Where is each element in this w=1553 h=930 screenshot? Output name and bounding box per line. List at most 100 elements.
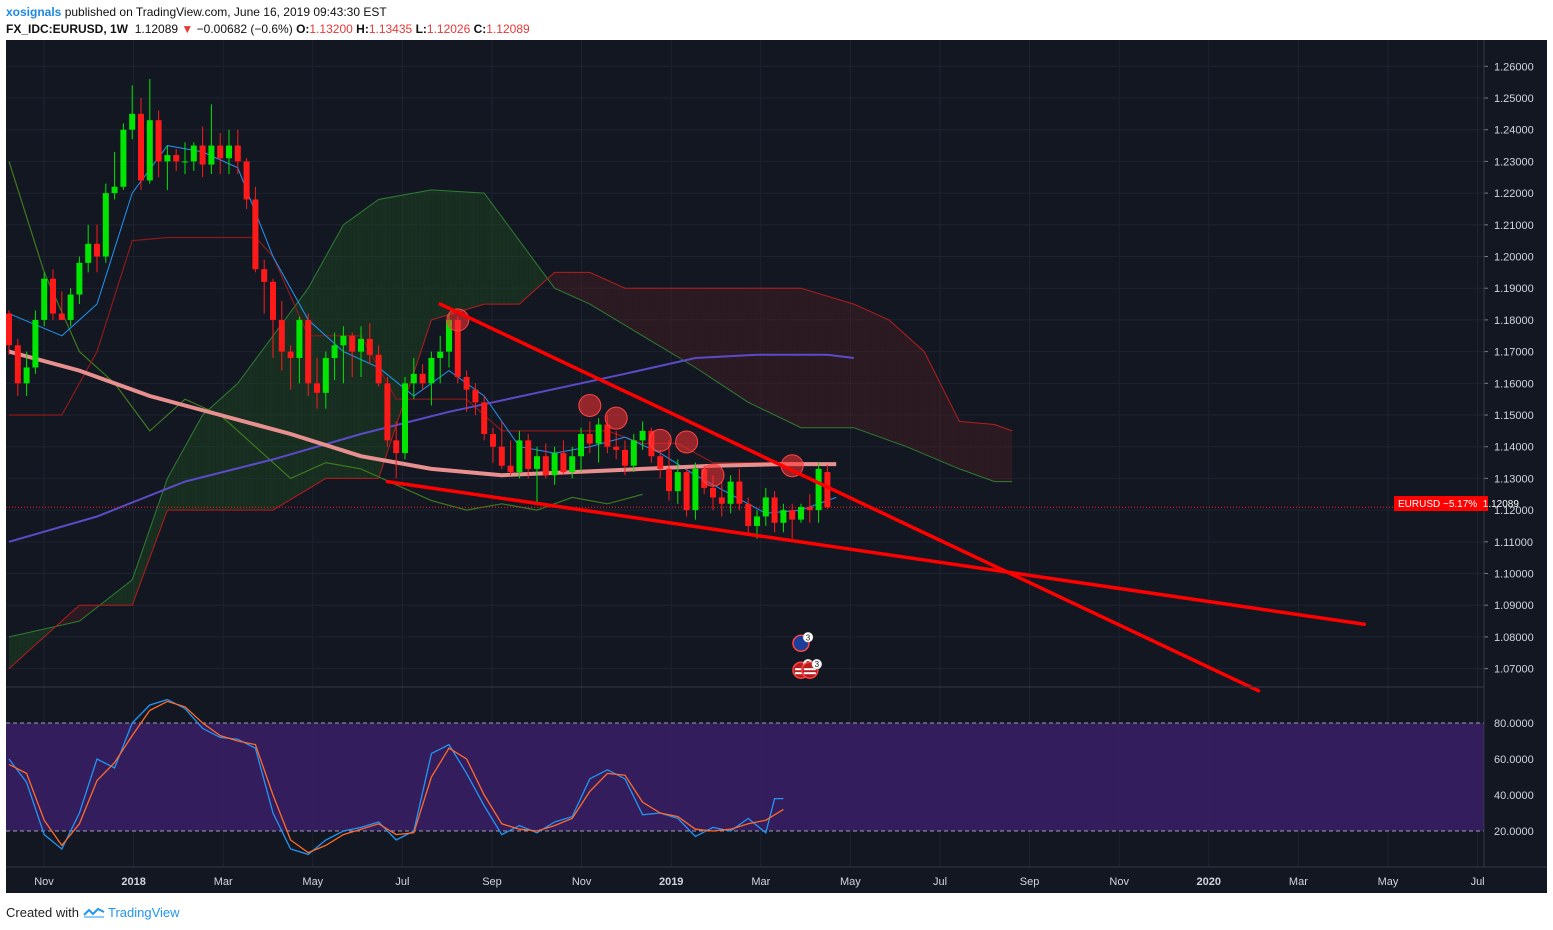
cloud-segment: [506, 222, 511, 305]
cloud-segment: [493, 204, 498, 305]
cloud-segment: [603, 278, 608, 315]
time-tick-label: Nov: [34, 876, 54, 888]
time-tick-label: May: [840, 876, 861, 888]
price-tick-label: 1.16000: [1494, 378, 1534, 390]
cloud-segment: [13, 634, 18, 665]
cloud-segment: [638, 288, 643, 336]
candle-body: [120, 129, 127, 187]
time-tick-label: 2019: [659, 876, 683, 888]
cloud-segment: [488, 199, 493, 305]
candle-body: [85, 243, 92, 263]
cloud-segment: [567, 272, 573, 297]
time-tick-label: Mar: [751, 876, 770, 888]
candle-body: [569, 456, 576, 473]
cloud-segment: [840, 300, 845, 428]
cloud-segment: [994, 424, 999, 482]
cloud-segment: [884, 317, 889, 441]
cloud-segment: [180, 446, 185, 511]
cloud-segment: [119, 586, 124, 606]
cloud-segment: [444, 190, 449, 316]
candle-body: [155, 120, 162, 162]
price-tick-label: 1.14000: [1494, 442, 1534, 454]
cloud-segment: [185, 438, 190, 511]
candle-body: [32, 319, 39, 368]
cloud-segment: [686, 288, 691, 365]
time-tick-label: 2020: [1197, 876, 1221, 888]
stochastic-pane: [6, 698, 1484, 856]
candle-body: [745, 503, 752, 526]
cloud-segment: [572, 272, 577, 299]
tradingview-logo-icon[interactable]: [82, 905, 105, 923]
highlight-circle: [578, 394, 602, 418]
candle-body: [102, 193, 109, 257]
cloud-segment: [519, 240, 524, 305]
candle-body: [340, 335, 347, 346]
cloud-segment: [1007, 429, 1013, 482]
cloud-segment: [435, 190, 441, 319]
cloud-segment: [743, 288, 749, 403]
trendline-upper: [438, 302, 1261, 693]
cloud-segment: [660, 288, 665, 349]
candle-body: [243, 161, 250, 200]
highlight-circle: [604, 406, 628, 430]
candle-body: [384, 383, 391, 441]
cloud-segment: [871, 311, 876, 436]
highlight-circle: [675, 430, 699, 454]
cloud-segment: [475, 192, 480, 307]
close-label: C:: [473, 22, 487, 36]
cloud-segment: [413, 192, 419, 373]
time-tick-label: Mar: [1289, 876, 1308, 888]
senkou-span-a-line: [8, 189, 1013, 638]
candle-body: [226, 145, 232, 159]
candle-body: [252, 199, 259, 270]
candle-body: [507, 465, 514, 473]
tradingview-brand-link[interactable]: TradingView: [108, 905, 180, 920]
time-tick-label: Jul: [933, 876, 947, 888]
candle-body: [718, 497, 725, 504]
event-markers[interactable]: 333: [792, 632, 823, 679]
cloud-segment: [510, 228, 515, 305]
cloud-segment: [699, 288, 705, 374]
candle-body: [393, 440, 400, 454]
stoch-k-line: [8, 698, 784, 856]
cloud-segment: [17, 633, 23, 661]
cloud-segment: [985, 423, 991, 480]
cloud-segment: [607, 280, 612, 318]
event-count-label: 3: [815, 660, 820, 669]
candle-body: [674, 472, 681, 492]
chart-canvas[interactable]: 333 1.260001.250001.240001.230001.220001…: [6, 40, 1547, 893]
time-tick-label: Nov: [572, 876, 592, 888]
cloud-segment: [647, 288, 652, 342]
cloud-segment: [497, 210, 502, 305]
cloud-segment: [202, 411, 207, 511]
price-tick-label: 1.07000: [1494, 664, 1534, 676]
cloud-segment: [721, 288, 727, 388]
open-value: 1.13200: [309, 22, 353, 36]
cloud-segment: [730, 288, 735, 394]
cloud-segment: [440, 190, 445, 318]
cloud-segment: [880, 315, 885, 439]
cloud-segment: [330, 240, 335, 479]
cloud-segment: [963, 421, 969, 473]
time-tick-label: 2018: [121, 876, 145, 888]
cloud-segment: [576, 272, 581, 301]
price-tick-label: 1.17000: [1494, 347, 1534, 359]
cloud-segment: [585, 272, 590, 305]
cloud-segment: [242, 371, 247, 511]
stoch-band: [6, 723, 1484, 831]
cloud-segment: [391, 196, 397, 439]
candle-body: [481, 402, 488, 435]
cloud-segment: [400, 194, 405, 413]
cloud-segment: [207, 407, 212, 511]
candle-body: [129, 113, 136, 130]
cloud-segment: [629, 288, 634, 331]
event-count-badge: [811, 658, 823, 670]
cloud-segment: [35, 629, 40, 645]
last-price: 1.12089: [134, 22, 179, 36]
cloud-segment: [642, 288, 647, 339]
author-link[interactable]: xosignals: [6, 5, 62, 19]
candle-body: [824, 472, 831, 508]
candle-body: [727, 481, 734, 504]
price-tick-label: 1.12000: [1494, 505, 1534, 517]
cloud-segment: [805, 289, 810, 428]
